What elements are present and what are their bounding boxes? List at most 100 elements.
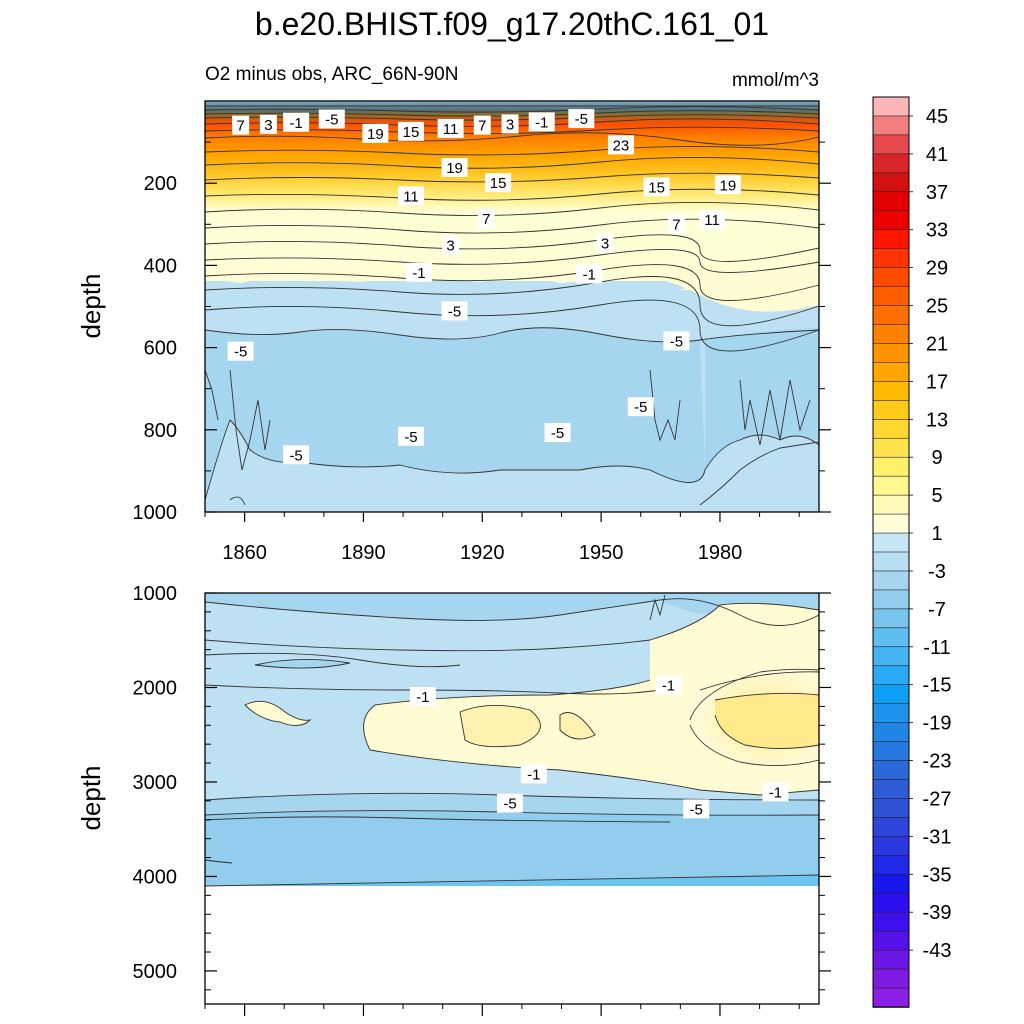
colorbar-swatch	[872, 570, 910, 591]
colorbar-swatch	[872, 191, 910, 212]
colorbar-swatch	[872, 248, 910, 269]
colorbar-swatch	[872, 324, 910, 345]
bottom-y-tick-label: 4000	[133, 866, 178, 888]
contour-label: 19	[441, 157, 468, 177]
colorbar-swatch	[872, 817, 910, 838]
contour-label-box	[259, 114, 277, 134]
colorbar-swatch	[872, 153, 910, 174]
contour-label: 15	[643, 177, 670, 197]
contour-label: -5	[568, 109, 595, 129]
chart-subtitle: O2 minus obs, ARC_66N-90N	[205, 64, 459, 85]
colorbar-swatch	[872, 911, 910, 932]
warm-blob-3	[245, 701, 310, 726]
contour-label-text: -5	[670, 333, 683, 350]
colorbar-swatch	[872, 494, 910, 515]
contour-label-text: -1	[289, 115, 302, 132]
bottom-y-tick-label: 5000	[133, 961, 178, 983]
colorbar-label: 37	[926, 182, 948, 204]
colorbar-swatch	[872, 779, 910, 800]
contour-label-box	[397, 186, 424, 206]
bottom-contour-labels: -1 -1 -1 -1 -5 -5	[409, 675, 789, 819]
colorbar-label: 45	[926, 106, 948, 128]
top-panel: 7 3 -1 -5 19 15 11 7 3 -1 -5 23 19 15 15 19 11 7 11 7 3 3 -1 -1…	[76, 100, 831, 564]
contour-label: 19	[714, 175, 741, 195]
chart-title: b.e20.BHIST.f09_g17.20thC.161_01	[254, 6, 770, 42]
colorbar-swatch	[872, 627, 910, 648]
contour-label: -1	[528, 112, 555, 132]
colorbar-frame	[872, 96, 910, 1008]
contour-label: 11	[397, 186, 424, 206]
colorbar-swatch	[872, 589, 910, 610]
contour-label: 3	[259, 114, 277, 134]
contour-label-text: 3	[264, 117, 272, 134]
contour-label-box	[762, 782, 789, 802]
units-label: mmol/m^3	[731, 70, 819, 91]
contour-label-box	[655, 675, 682, 695]
colorbar-swatch	[872, 381, 910, 402]
colorbar-label: -27	[923, 788, 952, 810]
top-x-tick-label: 1980	[698, 542, 743, 564]
contour-label-box	[663, 331, 690, 351]
contour-label-box	[362, 123, 389, 143]
colorbar-label: -43	[923, 940, 952, 962]
colorbar-swatch	[872, 96, 910, 117]
contour-label: 3	[501, 114, 519, 134]
colorbar-swatch	[872, 760, 910, 781]
warm-blob-2	[560, 712, 595, 739]
contour-label-box	[683, 799, 710, 819]
upper-blue-band	[205, 593, 819, 621]
colorbar-swatch	[872, 286, 910, 307]
contour-label-text: -5	[448, 303, 461, 320]
contour-label: 7	[477, 208, 495, 228]
contour-label-text: 15	[403, 124, 420, 141]
colorbar-swatch	[872, 343, 910, 364]
contour-label: 11	[437, 118, 464, 138]
contour-label: -5	[544, 423, 571, 443]
contour-label-text: -5	[234, 344, 247, 361]
contour-label: -1	[655, 675, 682, 695]
bottom-y-axis-label: depth	[76, 765, 106, 830]
contour-label: 15	[397, 121, 424, 141]
contour-label-box	[485, 173, 512, 193]
contour-label-text: -5	[404, 429, 417, 446]
top-y-tick-label: 200	[144, 173, 177, 195]
colorbar-swatch	[872, 532, 910, 553]
colorbar-swatch	[872, 267, 910, 288]
contour-label-text: 3	[446, 238, 454, 255]
contour-label-box	[473, 115, 491, 135]
colorbar-swatch	[872, 305, 910, 326]
contour-label-text: -5	[289, 447, 302, 464]
contour-label-box	[318, 109, 345, 129]
colorbar-swatch	[872, 210, 910, 231]
contour-label: -1	[762, 782, 789, 802]
contour-label: -5	[497, 793, 524, 813]
bottom-y-tick-label: 1000	[133, 583, 178, 605]
colorbar-label: 33	[926, 220, 948, 242]
top-y-tick-label: 400	[144, 255, 177, 277]
contour-label-text: -5	[325, 111, 338, 128]
colorbar-label: 5	[931, 485, 942, 507]
top-y-tick-label: 600	[144, 338, 177, 360]
colorbar-label: -23	[923, 751, 952, 773]
colorbar-swatch	[872, 418, 910, 440]
contour-label: 19	[362, 123, 389, 143]
colorbar-swatch	[872, 798, 910, 819]
bottom-no-data-region	[205, 887, 819, 1004]
top-y-axis-label: depth	[76, 273, 106, 338]
cream-transition	[205, 270, 819, 312]
contour-label: -1	[520, 764, 547, 784]
contour-label: -5	[318, 109, 345, 129]
contour-label-box	[667, 214, 685, 234]
contour-label-box	[596, 233, 614, 253]
contour-label-text: 11	[443, 121, 459, 138]
contour-label: 3	[596, 233, 614, 253]
contour-label: -5	[441, 301, 468, 321]
colorbar-swatch	[872, 855, 910, 876]
colorbar-swatch	[872, 949, 910, 970]
contour-label-text: 7	[482, 211, 490, 228]
contour-label-text: -5	[551, 425, 564, 442]
bottom-y-tick-label: 3000	[133, 772, 178, 794]
contour-label: -5	[683, 799, 710, 819]
top-x-tick-label: 1860	[222, 542, 267, 564]
contour-label: 7	[232, 115, 250, 135]
